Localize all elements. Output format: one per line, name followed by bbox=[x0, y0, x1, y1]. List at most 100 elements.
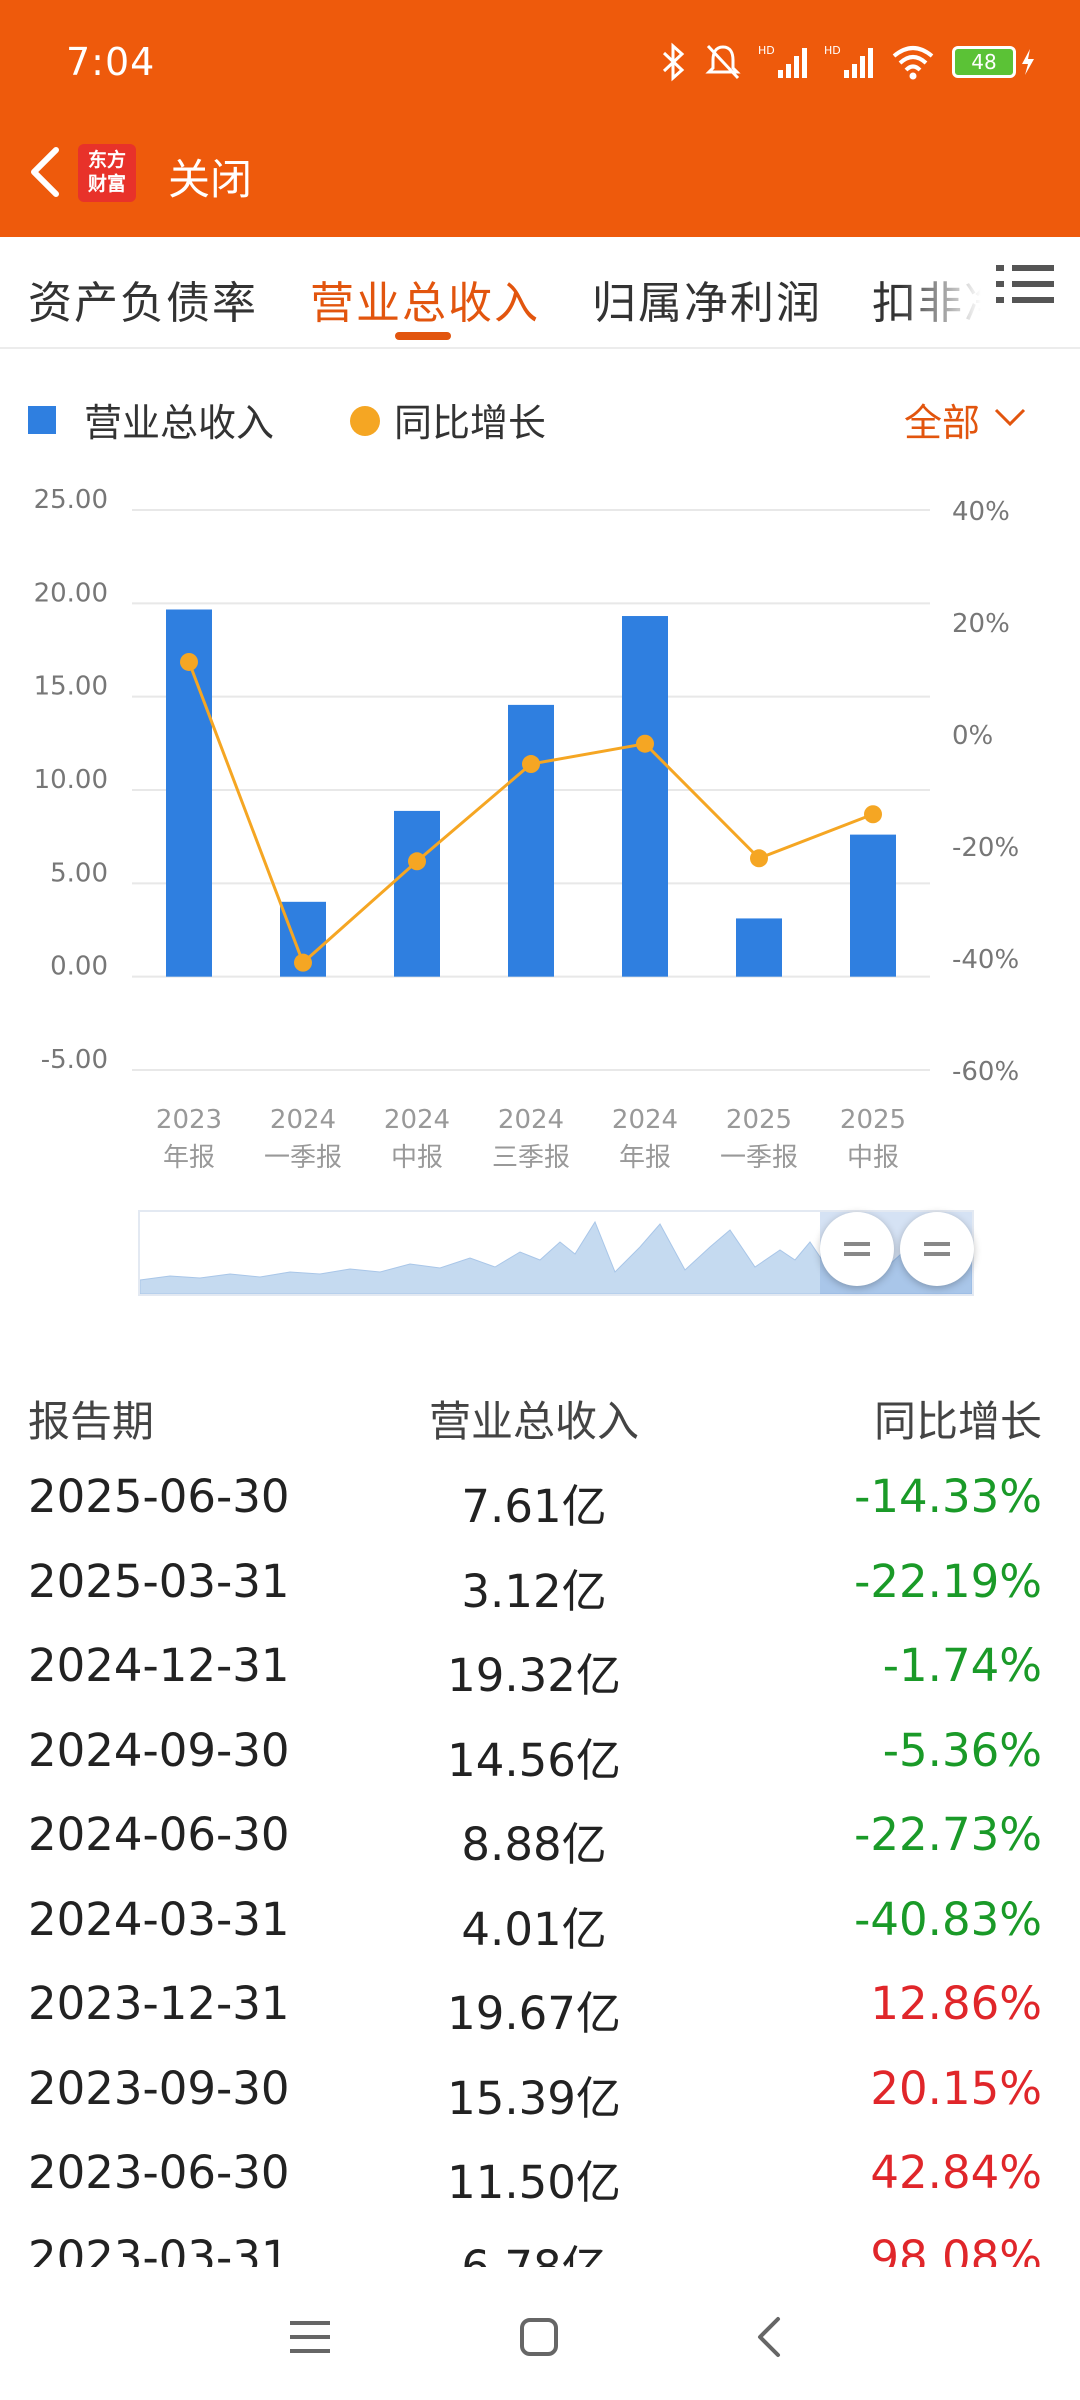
row-growth: 98.08% bbox=[870, 2230, 1042, 2268]
x-tick-label: 一季报 bbox=[720, 1143, 798, 1173]
svg-text:HD: HD bbox=[824, 44, 841, 57]
home-nav-icon[interactable] bbox=[519, 2317, 559, 2357]
range-end-handle[interactable] bbox=[900, 1212, 974, 1286]
table-row[interactable]: 2024-12-31 19.32亿 -1.74% bbox=[0, 1631, 1080, 1716]
back-arrow-icon[interactable] bbox=[18, 140, 74, 204]
y-left-tick-label: 10.00 bbox=[34, 765, 108, 795]
y-right-tick-label: 20% bbox=[952, 609, 1010, 639]
row-period: 2023-03-31 bbox=[28, 2230, 290, 2268]
charging-icon bbox=[1022, 49, 1034, 75]
x-tick-label: 年报 bbox=[163, 1143, 215, 1173]
chart-legend: 营业总收入 同比增长 全部 bbox=[0, 388, 1080, 448]
battery-indicator: 48 bbox=[952, 46, 1036, 78]
row-revenue: 6.78亿 bbox=[461, 2240, 607, 2268]
header-revenue: 营业总收入 bbox=[428, 1397, 640, 1446]
row-period: 2024-12-31 bbox=[28, 1639, 290, 1692]
row-period: 2023-12-31 bbox=[28, 1977, 290, 2030]
x-tick-label: 中报 bbox=[391, 1143, 443, 1173]
y-right-tick-label: 0% bbox=[952, 721, 993, 751]
growth-point bbox=[522, 755, 540, 774]
back-nav-icon[interactable] bbox=[752, 2315, 788, 2359]
table-row[interactable]: 2023-03-31 6.78亿 98.08% bbox=[0, 2223, 1080, 2268]
data-table: 2025-06-30 7.61亿 -14.33% 2025-03-31 3.12亿 -22… bbox=[0, 1462, 1080, 2267]
row-period: 2024-03-31 bbox=[28, 1892, 290, 1946]
row-growth: -40.83% bbox=[854, 1892, 1042, 1946]
y-left-tick-label: 15.00 bbox=[34, 672, 108, 702]
legend-line-swatch bbox=[350, 406, 380, 436]
row-revenue: 14.56亿 bbox=[447, 1733, 621, 1787]
y-right-tick-label: -40% bbox=[952, 945, 1019, 975]
row-growth: -22.19% bbox=[854, 1554, 1042, 1608]
y-left-tick-label: 5.00 bbox=[50, 858, 108, 888]
row-period: 2023-09-30 bbox=[28, 2061, 290, 2115]
x-tick-label: 2024 bbox=[384, 1105, 450, 1135]
growth-point bbox=[636, 734, 654, 753]
bluetooth-icon bbox=[662, 42, 685, 82]
svg-text:HD: HD bbox=[758, 44, 775, 57]
row-revenue: 19.32亿 bbox=[447, 1649, 621, 1702]
battery-level: 48 bbox=[952, 46, 1016, 78]
row-growth: 42.84% bbox=[870, 2146, 1042, 2199]
metric-tabs: 资产负债率 营业总收入 归属净利润 扣非净 bbox=[0, 237, 1080, 349]
row-period: 2025-03-31 bbox=[28, 1554, 290, 1608]
row-growth: -14.33% bbox=[854, 1470, 1042, 1523]
active-tab-indicator bbox=[395, 332, 451, 340]
row-growth: -5.36% bbox=[882, 1723, 1042, 1777]
table-header: 报告期 营业总收入 同比增长 bbox=[0, 1388, 1080, 1452]
signal-1-icon: HD bbox=[758, 44, 807, 78]
row-growth: 12.86% bbox=[870, 1977, 1042, 2030]
table-row[interactable]: 2023-12-31 19.67亿 12.86% bbox=[0, 1969, 1080, 2054]
y-right-tick-label: -60% bbox=[952, 1057, 1019, 1087]
row-revenue: 15.39亿 bbox=[447, 2071, 621, 2125]
y-left-tick-label: 25.00 bbox=[34, 485, 108, 515]
table-row[interactable]: 2025-06-30 7.61亿 -14.33% bbox=[0, 1462, 1080, 1547]
tab-total-revenue[interactable]: 营业总收入 bbox=[310, 278, 540, 329]
x-tick-label: 2024 bbox=[270, 1105, 336, 1135]
header-period: 报告期 bbox=[28, 1397, 155, 1446]
header-growth: 同比增长 bbox=[873, 1397, 1042, 1446]
wifi-icon bbox=[892, 46, 934, 80]
table-row[interactable]: 2023-09-30 15.39亿 20.15% bbox=[0, 2054, 1080, 2139]
mute-bell-icon bbox=[705, 44, 741, 80]
table-row[interactable]: 2024-09-30 14.56亿 -5.36% bbox=[0, 1716, 1080, 1801]
tab-debt-ratio[interactable]: 资产负债率 bbox=[28, 278, 258, 329]
range-start-handle[interactable] bbox=[820, 1212, 894, 1286]
x-tick-label: 2024 bbox=[612, 1105, 678, 1135]
legend-bar-swatch bbox=[28, 406, 56, 434]
row-revenue: 4.01亿 bbox=[461, 1902, 607, 1956]
growth-point bbox=[750, 849, 768, 868]
table-row[interactable]: 2023-06-30 11.50亿 42.84% bbox=[0, 2138, 1080, 2223]
eastmoney-logo: 东方 财富 bbox=[78, 144, 136, 202]
table-row[interactable]: 2025-03-31 3.12亿 -22.19% bbox=[0, 1547, 1080, 1632]
legend-bar-label: 营业总收入 bbox=[84, 401, 275, 445]
status-time: 7:04 bbox=[66, 40, 156, 84]
row-period: 2025-06-30 bbox=[28, 1470, 290, 1523]
table-row[interactable]: 2024-06-30 8.88亿 -22.73% bbox=[0, 1800, 1080, 1885]
row-growth: 20.15% bbox=[870, 2061, 1042, 2115]
menu-nav-icon[interactable] bbox=[290, 2317, 330, 2357]
revenue-bar bbox=[508, 704, 554, 977]
close-button[interactable]: 关闭 bbox=[168, 155, 253, 204]
y-right-tick-label: 40% bbox=[952, 497, 1010, 527]
tab-net-profit[interactable]: 归属净利润 bbox=[592, 278, 822, 329]
system-nav-bar bbox=[0, 2275, 1080, 2400]
signal-2-icon: HD bbox=[824, 44, 873, 78]
growth-point bbox=[864, 805, 882, 824]
x-tick-label: 2024 bbox=[498, 1105, 564, 1135]
x-tick-label: 2025 bbox=[840, 1105, 906, 1135]
row-period: 2024-09-30 bbox=[28, 1723, 290, 1777]
x-tick-label: 中报 bbox=[847, 1143, 899, 1173]
legend-line-label: 同比增长 bbox=[394, 401, 547, 445]
growth-point bbox=[180, 652, 198, 671]
row-revenue: 3.12亿 bbox=[461, 1564, 607, 1618]
chevron-down-icon[interactable] bbox=[990, 402, 1030, 432]
table-row[interactable]: 2024-03-31 4.01亿 -40.83% bbox=[0, 1885, 1080, 1970]
growth-point bbox=[294, 953, 312, 972]
y-right-tick-label: -20% bbox=[952, 833, 1019, 863]
app-header: 7:04 HD HD 48 东方 财富 关闭 bbox=[0, 0, 1080, 237]
list-menu-icon[interactable] bbox=[996, 259, 1054, 309]
period-filter-dropdown[interactable]: 全部 bbox=[904, 401, 981, 445]
status-icons: HD HD 48 bbox=[658, 42, 1036, 82]
revenue-bar bbox=[622, 616, 668, 977]
row-period: 2024-06-30 bbox=[28, 1808, 290, 1861]
